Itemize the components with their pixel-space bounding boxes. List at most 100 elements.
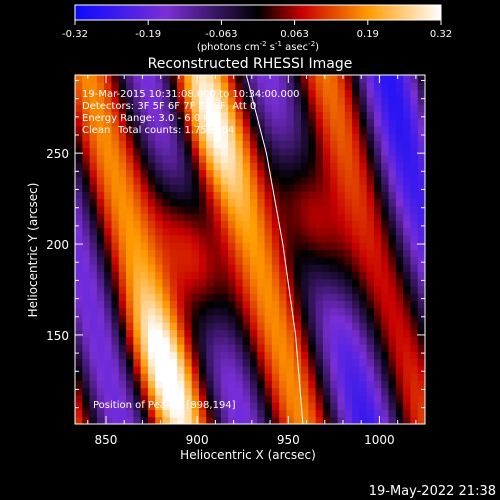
heatmap-cell bbox=[279, 154, 288, 163]
heatmap-cell bbox=[293, 336, 302, 345]
heatmap-cell bbox=[271, 205, 280, 214]
heatmap-cell bbox=[242, 133, 251, 142]
heatmap-cell bbox=[213, 373, 222, 381]
heatmap-cell bbox=[344, 336, 353, 345]
heatmap-cell bbox=[126, 402, 134, 411]
heatmap-cell bbox=[293, 96, 302, 105]
heatmap-cell bbox=[89, 234, 98, 243]
heatmap-cell bbox=[337, 147, 346, 156]
heatmap-cell bbox=[417, 307, 425, 316]
heatmap-cell bbox=[315, 249, 324, 258]
heatmap-cell bbox=[228, 380, 237, 389]
heatmap-cell bbox=[395, 344, 404, 352]
heatmap-cell bbox=[89, 256, 98, 265]
heatmap-cell bbox=[410, 75, 419, 83]
heatmap-cell bbox=[417, 285, 425, 294]
heatmap-cell bbox=[293, 227, 302, 236]
heatmap-cell bbox=[293, 373, 302, 381]
heatmap-cell bbox=[206, 125, 215, 134]
heatmap-cell bbox=[293, 162, 302, 171]
heatmap-cell bbox=[162, 191, 171, 200]
heatmap-cell bbox=[147, 249, 156, 258]
heatmap-cell bbox=[169, 205, 178, 214]
heatmap-cell bbox=[228, 234, 237, 243]
heatmap-cell bbox=[337, 351, 346, 360]
heatmap-cell bbox=[286, 82, 295, 91]
heatmap-cell bbox=[410, 205, 419, 214]
heatmap-cell bbox=[184, 416, 193, 424]
heatmap-cell bbox=[213, 380, 222, 389]
heatmap-cell bbox=[301, 191, 309, 200]
heatmap-cell bbox=[352, 176, 360, 185]
heatmap-cell bbox=[301, 125, 309, 134]
heatmap-cell bbox=[104, 118, 113, 127]
heatmap-cell bbox=[286, 89, 295, 98]
heatmap-cell bbox=[322, 394, 331, 403]
heatmap-cell bbox=[301, 198, 309, 207]
heatmap-cell bbox=[388, 242, 397, 251]
heatmap-cell bbox=[242, 89, 251, 98]
heatmap-cell bbox=[147, 387, 156, 396]
heatmap-cell bbox=[322, 365, 331, 374]
heatmap-cell bbox=[301, 184, 309, 192]
heatmap-cell bbox=[89, 314, 98, 323]
heatmap-cell bbox=[271, 293, 280, 301]
heatmap-cell bbox=[206, 256, 215, 265]
heatmap-cell bbox=[395, 380, 404, 389]
heatmap-cell bbox=[111, 184, 120, 192]
heatmap-cell bbox=[220, 249, 229, 258]
heatmap-cell bbox=[373, 242, 382, 251]
heatmap-cell bbox=[75, 89, 83, 98]
heatmap-cell bbox=[213, 314, 222, 323]
heatmap-cell bbox=[395, 402, 404, 411]
clean-text: Clean bbox=[82, 125, 110, 136]
heatmap-cell bbox=[337, 154, 346, 163]
heatmap-cell bbox=[235, 96, 244, 105]
heatmap-cell bbox=[344, 285, 353, 294]
heatmap-cell bbox=[242, 104, 251, 112]
heatmap-cell bbox=[271, 162, 280, 171]
heatmap-cell bbox=[220, 125, 229, 134]
heatmap-cell bbox=[359, 82, 368, 91]
heatmap-cell bbox=[315, 380, 324, 389]
heatmap-cell bbox=[417, 314, 425, 323]
heatmap-cell bbox=[198, 249, 207, 258]
heatmap-cell bbox=[75, 322, 83, 331]
heatmap-cell bbox=[155, 336, 164, 345]
heatmap-cell bbox=[82, 278, 91, 287]
heatmap-cell bbox=[118, 205, 127, 214]
heatmap-cell bbox=[213, 234, 222, 243]
heatmap-cell bbox=[395, 314, 404, 323]
heatmap-cell bbox=[279, 162, 288, 171]
heatmap-cell bbox=[155, 169, 164, 178]
heatmap-cell bbox=[352, 205, 360, 214]
heatmap-cell bbox=[118, 133, 127, 142]
heatmap-cell bbox=[352, 249, 360, 258]
heatmap-cell bbox=[403, 380, 412, 389]
heatmap-cell bbox=[337, 213, 346, 222]
heatmap-cell bbox=[322, 314, 331, 323]
heatmap-cell bbox=[228, 293, 237, 301]
heatmap-cell bbox=[330, 220, 339, 229]
heatmap-cell bbox=[191, 169, 200, 178]
heatmap-cell bbox=[169, 118, 178, 127]
heatmap-cell bbox=[89, 373, 98, 381]
heatmap-cell bbox=[147, 96, 156, 105]
heatmap-cell bbox=[184, 176, 193, 185]
heatmap-cell bbox=[133, 220, 142, 229]
heatmap-cell bbox=[366, 104, 375, 112]
heatmap-cell bbox=[322, 293, 331, 301]
heatmap-cell bbox=[417, 409, 425, 418]
heatmap-cell bbox=[308, 184, 317, 192]
heatmap-cell bbox=[89, 329, 98, 338]
heatmap-cell bbox=[220, 104, 229, 112]
heatmap-cell bbox=[82, 336, 91, 345]
x-tick-label: 850 bbox=[95, 433, 118, 447]
heatmap-cell bbox=[242, 184, 251, 192]
heatmap-cell bbox=[75, 344, 83, 352]
heatmap-cell bbox=[315, 336, 324, 345]
heatmap-cell bbox=[147, 285, 156, 294]
heatmap-cell bbox=[250, 271, 258, 280]
heatmap-cell bbox=[111, 314, 120, 323]
heatmap-cell bbox=[301, 307, 309, 316]
